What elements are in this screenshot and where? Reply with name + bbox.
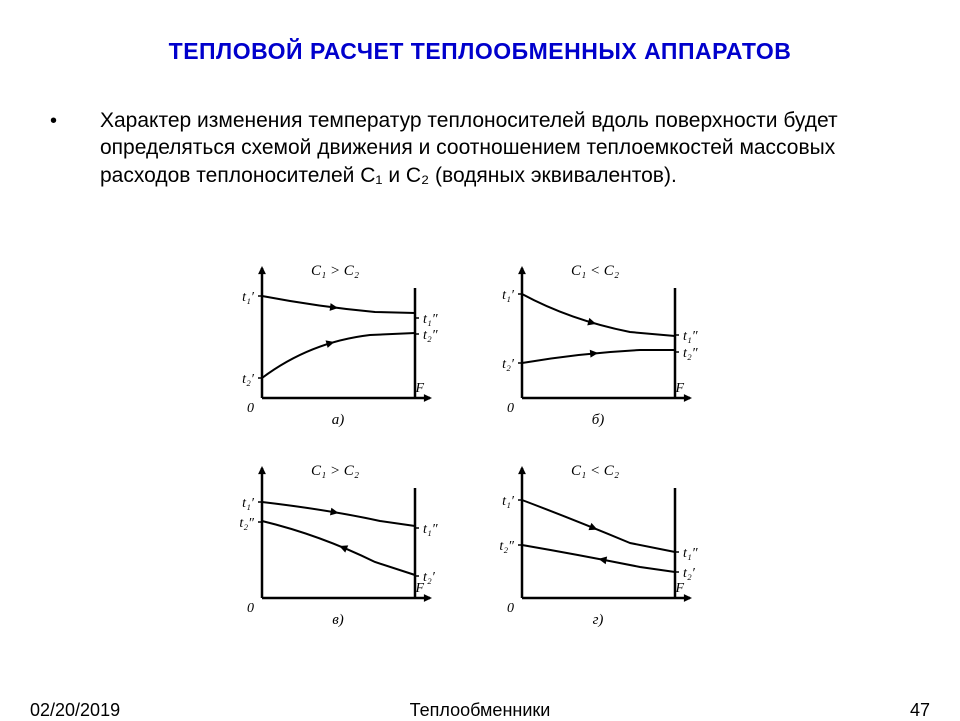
svg-text:F: F bbox=[674, 581, 684, 596]
svg-text:г): г) bbox=[593, 612, 604, 628]
svg-text:t₁″: t₁″ bbox=[683, 329, 698, 344]
svg-text:t₂′: t₂′ bbox=[683, 566, 696, 581]
footer-page: 47 bbox=[910, 700, 930, 721]
svg-text:t₁″: t₁″ bbox=[683, 546, 698, 561]
body-paragraph: Характер изменения температур теплоносит… bbox=[100, 107, 860, 189]
page-title: ТЕПЛОВОЙ РАСЧЕТ ТЕПЛООБМЕННЫХ АППАРАТОВ bbox=[0, 38, 960, 65]
svg-text:t₁″: t₁″ bbox=[423, 522, 438, 537]
svg-text:C₁ < C₂: C₁ < C₂ bbox=[571, 463, 619, 479]
svg-text:C₁ > C₂: C₁ > C₂ bbox=[311, 463, 359, 479]
svg-text:C₁ < C₂: C₁ < C₂ bbox=[571, 263, 619, 279]
svg-text:t₂′: t₂′ bbox=[502, 357, 515, 372]
svg-text:t₂′: t₂′ bbox=[242, 372, 255, 387]
chart-a: C₁ > C₂ t₁′ t₂′ t₁″t₂″ 0 Fа) bbox=[220, 250, 465, 435]
svg-text:t₁″: t₁″ bbox=[423, 312, 438, 327]
svg-text:t₁′: t₁′ bbox=[242, 496, 255, 511]
svg-text:в): в) bbox=[332, 612, 344, 628]
svg-text:t₂″: t₂″ bbox=[423, 328, 438, 343]
footer-center: Теплообменники bbox=[0, 700, 960, 721]
bullet-point: • bbox=[50, 110, 57, 133]
charts-grid: C₁ > C₂t₁′t₂′t₁″t₂″0Fа)C₁ < C₂t₁′t₂′t₁″t… bbox=[220, 250, 740, 650]
svg-text:t₂″: t₂″ bbox=[683, 346, 698, 361]
svg-text:t₁′: t₁′ bbox=[242, 290, 255, 305]
svg-text:t₂″: t₂″ bbox=[239, 516, 254, 531]
svg-text:t₂″: t₂″ bbox=[499, 539, 514, 554]
svg-text:0: 0 bbox=[247, 401, 254, 416]
svg-text:t₁′: t₁′ bbox=[502, 494, 515, 509]
svg-text:б): б) bbox=[592, 412, 605, 428]
svg-text:а): а) bbox=[332, 412, 345, 428]
chart-g: C₁ < C₂ t₁′ t₂″ t₁″ t₂′ 0 Fг) bbox=[480, 450, 725, 635]
svg-text:t₁′: t₁′ bbox=[502, 288, 515, 303]
chart-b: C₁ < C₂ t₁′ t₂′ t₁″ t₂″ 0 Fб) bbox=[480, 250, 725, 435]
svg-text:F: F bbox=[414, 381, 424, 396]
svg-text:C₁ > C₂: C₁ > C₂ bbox=[311, 263, 359, 279]
svg-text:0: 0 bbox=[247, 601, 254, 616]
svg-text:0: 0 bbox=[507, 401, 514, 416]
chart-v: C₁ > C₂ t₁′ t₂″ t₁″ t₂′ 0 Fв) bbox=[220, 450, 465, 635]
svg-text:0: 0 bbox=[507, 601, 514, 616]
svg-text:F: F bbox=[414, 581, 424, 596]
svg-text:F: F bbox=[674, 381, 684, 396]
svg-text:t₂′: t₂′ bbox=[423, 570, 436, 585]
